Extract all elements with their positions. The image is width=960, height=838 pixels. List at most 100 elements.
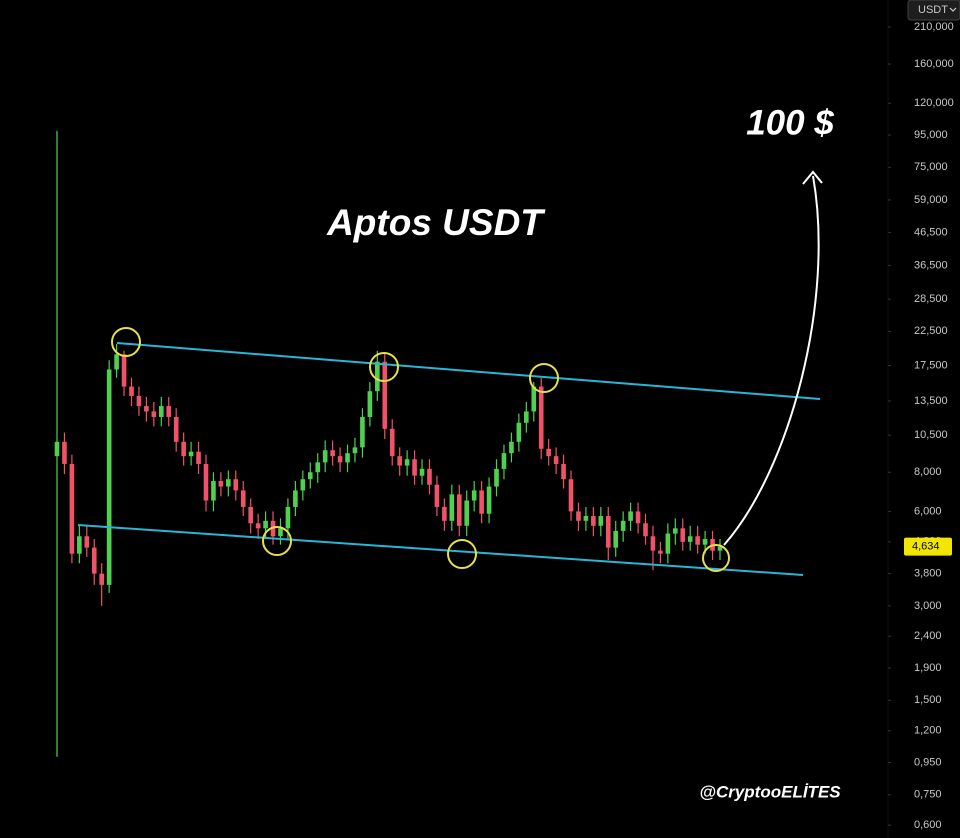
candle-body	[680, 528, 686, 542]
candle-body	[658, 550, 663, 554]
channel-top	[116, 342, 821, 400]
touch-circles	[111, 327, 730, 572]
candle-body	[69, 463, 75, 554]
touch-circle	[702, 544, 730, 572]
candle-body	[494, 468, 499, 487]
candle-body	[576, 511, 581, 521]
candle-body	[650, 536, 656, 551]
candle-body	[412, 459, 417, 476]
candle-body	[121, 354, 127, 387]
candle-body	[479, 490, 484, 514]
candle-body	[635, 511, 641, 524]
candle-body	[486, 486, 492, 514]
candle-body	[248, 506, 253, 524]
y-tick-label: 75,000	[914, 161, 948, 173]
candle-body	[114, 354, 119, 370]
candle-body	[345, 453, 350, 463]
candle-body	[605, 516, 611, 548]
candle-body	[702, 539, 708, 545]
y-tick-label: 28,500	[914, 293, 948, 305]
candle-body	[99, 573, 105, 585]
candle-body	[91, 547, 97, 574]
candle-body	[613, 530, 619, 548]
y-tick-label: 36,500	[914, 259, 948, 271]
candle-body	[672, 528, 678, 534]
candle-body	[717, 546, 723, 551]
y-tick-label: 46,500	[914, 226, 948, 238]
target-label: 100 $	[746, 103, 834, 142]
candle-body	[687, 536, 693, 542]
last-price-label: 4,634	[912, 541, 940, 553]
candle-body	[352, 447, 358, 454]
touch-circle	[529, 363, 559, 393]
dropdown-icon	[949, 7, 957, 12]
candle-body	[196, 451, 201, 464]
candle-body	[591, 516, 596, 526]
candle-body	[598, 516, 604, 526]
candle-body	[538, 386, 544, 449]
candle-body	[561, 463, 566, 480]
y-tick-label: 95,000	[914, 129, 948, 141]
candle-body	[389, 428, 395, 457]
candle-body	[375, 361, 380, 392]
y-tick-label: 160,000	[914, 58, 954, 70]
y-tick-label: 0,600	[914, 819, 942, 831]
candle-body	[419, 468, 425, 476]
candles	[54, 130, 723, 757]
candle-body	[397, 456, 402, 466]
candle-body	[54, 441, 60, 457]
candle-body	[84, 536, 90, 548]
candle-body	[471, 490, 477, 501]
candle-body	[106, 369, 112, 585]
y-tick-label: 0,750	[914, 789, 942, 801]
candle-body	[524, 411, 529, 423]
y-tick-label: 3,000	[914, 600, 942, 612]
touch-circle	[369, 352, 399, 382]
candle-body	[285, 506, 291, 529]
candle-body	[665, 533, 671, 554]
candle-body	[151, 411, 157, 417]
candle-body	[188, 451, 194, 457]
candle-body	[516, 422, 522, 442]
y-tick-label: 210,000	[914, 21, 954, 33]
candle-body	[553, 456, 559, 464]
candle-body	[643, 523, 648, 537]
candle-body	[568, 479, 574, 512]
y-tick-label: 120,000	[914, 97, 954, 109]
candle-body	[449, 494, 455, 521]
y-tick-label: 3,800	[914, 568, 942, 580]
arrow-head	[802, 170, 823, 185]
candle-body	[583, 516, 589, 521]
y-tick-label: 0,950	[914, 756, 942, 768]
candle-body	[337, 456, 343, 463]
candle-body	[501, 453, 507, 469]
candle-body	[620, 520, 626, 531]
candle-body	[144, 406, 149, 412]
last-price-tag	[904, 537, 952, 556]
candle-body	[255, 523, 261, 529]
candle-body	[300, 479, 306, 491]
candle-body	[456, 494, 462, 526]
candle-body	[531, 386, 537, 412]
y-tick-label: 13,500	[914, 395, 948, 407]
candle-body	[315, 462, 321, 473]
y-tick-label: 1,900	[914, 662, 942, 674]
currency-button[interactable]	[907, 0, 960, 21]
candle-body	[509, 441, 514, 454]
candle-body	[442, 506, 447, 521]
candle-body	[293, 490, 298, 507]
candle-body	[404, 459, 410, 466]
candle-body	[434, 484, 440, 507]
candle-body	[77, 536, 82, 554]
candle-body	[158, 406, 164, 417]
candle-body	[218, 481, 224, 487]
channel-bottom	[77, 524, 804, 576]
candle-body	[136, 395, 142, 407]
candle-body	[62, 441, 67, 464]
candle-body	[307, 472, 313, 480]
watermark: @CryptooELİTES	[699, 782, 841, 801]
candle-body	[129, 386, 134, 396]
y-tick-label: 6,000	[914, 505, 942, 517]
